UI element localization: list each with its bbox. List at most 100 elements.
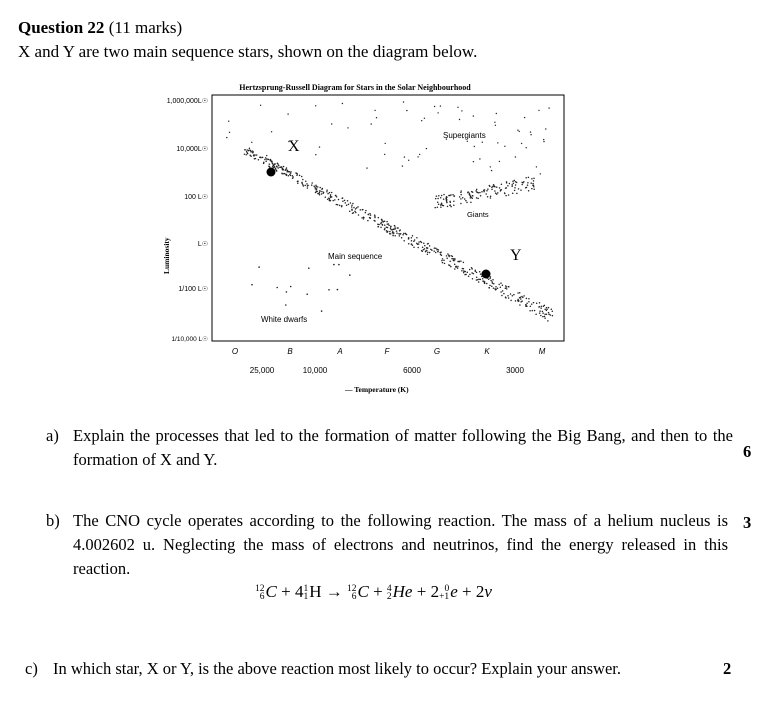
star-point	[468, 192, 471, 195]
star-point	[501, 294, 503, 297]
star-point	[485, 193, 487, 195]
star-point	[476, 191, 478, 193]
star-point	[452, 194, 454, 196]
star-point	[526, 302, 528, 305]
star-point	[514, 180, 517, 183]
star-point	[525, 297, 528, 300]
star-point	[410, 243, 413, 245]
star-point	[228, 131, 231, 133]
star-point	[296, 174, 298, 176]
star-point	[489, 277, 491, 279]
star-point	[517, 298, 519, 301]
star-point	[489, 276, 492, 278]
star-point	[546, 308, 548, 311]
star-point	[507, 297, 510, 299]
star-point	[252, 151, 254, 153]
region-label-giants: Giants	[467, 210, 489, 219]
star-point	[302, 185, 305, 187]
star-point	[349, 274, 351, 276]
star-point	[477, 197, 479, 200]
star-point	[453, 195, 455, 197]
star-point	[472, 195, 474, 197]
star-point	[494, 192, 497, 194]
star-point	[519, 296, 522, 298]
star-point	[495, 288, 497, 290]
star-point	[321, 187, 324, 190]
star-point	[228, 120, 230, 122]
star-point	[538, 312, 541, 314]
star-point	[301, 182, 303, 185]
star-point	[516, 192, 518, 195]
star-point	[352, 202, 354, 205]
star-point	[381, 220, 383, 222]
star-point	[487, 278, 490, 280]
star-x-marker	[266, 167, 276, 177]
star-point	[380, 221, 383, 224]
star-point	[523, 295, 525, 297]
star-point	[271, 160, 273, 163]
star-point	[362, 218, 365, 220]
star-point	[486, 196, 489, 198]
star-point	[468, 268, 471, 271]
star-point	[520, 142, 523, 145]
star-point	[317, 192, 319, 195]
star-point	[449, 200, 451, 203]
region-label-white-dwarfs: White dwarfs	[261, 315, 307, 324]
star-point	[538, 302, 541, 304]
star-point	[251, 141, 253, 143]
star-point	[270, 131, 273, 133]
star-point	[538, 306, 540, 308]
star-point	[437, 112, 439, 114]
star-point	[449, 204, 451, 207]
star-point	[315, 105, 317, 107]
star-point	[446, 257, 448, 260]
star-point	[489, 166, 491, 168]
star-point	[352, 211, 355, 214]
star-point	[530, 182, 532, 184]
star-point	[539, 310, 541, 312]
star-point	[336, 203, 339, 206]
star-point	[544, 308, 546, 310]
star-point	[461, 267, 464, 270]
star-point	[437, 203, 440, 205]
star-point	[364, 211, 367, 214]
star-point	[460, 190, 462, 192]
star-point	[340, 205, 343, 208]
star-point	[462, 271, 465, 274]
star-point	[470, 201, 472, 203]
star-point	[419, 240, 422, 243]
star-point	[341, 102, 344, 105]
star-point	[504, 285, 507, 287]
star-point	[511, 185, 513, 188]
star-point	[251, 283, 253, 286]
star-point	[374, 109, 376, 112]
star-point	[456, 267, 459, 269]
star-point	[421, 250, 424, 252]
star-point	[520, 301, 522, 303]
star-point	[524, 186, 527, 189]
star-point	[335, 203, 338, 206]
star-point	[494, 190, 496, 192]
star-point	[489, 284, 491, 287]
star-point	[447, 253, 449, 255]
star-point	[403, 240, 405, 242]
star-point	[326, 191, 328, 193]
star-point	[445, 255, 448, 257]
star-point	[492, 185, 494, 187]
star-point	[300, 175, 303, 178]
star-point	[287, 113, 289, 115]
star-point	[517, 299, 519, 302]
star-point	[489, 195, 492, 197]
star-point	[466, 201, 468, 204]
temp-tick-label: 10,000	[303, 366, 328, 375]
star-point	[487, 188, 489, 190]
star-point	[283, 172, 286, 175]
star-point	[400, 237, 403, 239]
star-point	[489, 197, 492, 199]
star-point	[551, 310, 554, 312]
star-point	[431, 249, 433, 251]
star-point	[273, 166, 276, 169]
star-point	[535, 302, 538, 305]
star-point	[361, 217, 363, 219]
star-point	[355, 207, 358, 209]
